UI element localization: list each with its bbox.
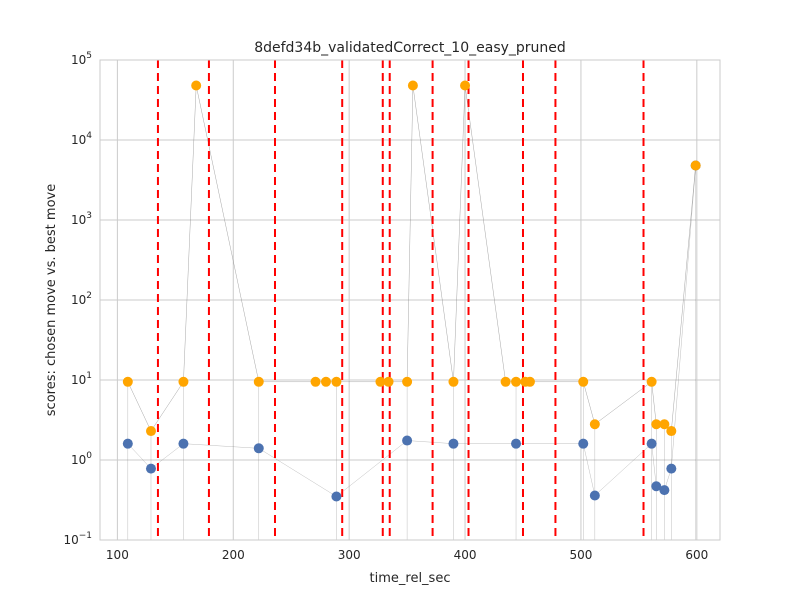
x-tick-label: 600 <box>685 548 708 562</box>
best-move-point <box>659 419 670 430</box>
x-tick-labels: 100 200 300 400 500 600 <box>106 548 708 562</box>
plot-frame <box>99 59 721 541</box>
y-tick-labels: 10−1 100 101 102 103 104 105 <box>63 51 92 547</box>
best-move-point <box>646 376 657 387</box>
best-move-point <box>383 376 394 387</box>
chosen-move-point <box>659 485 670 496</box>
best-move-point <box>402 376 413 387</box>
y-tick-label: 103 <box>71 211 92 227</box>
y-tick-label: 102 <box>71 291 92 307</box>
best-move-point <box>310 376 321 387</box>
best-move-point <box>331 376 342 387</box>
y-axis-label: scores: chosen move vs. best move <box>44 184 59 416</box>
y-tick-label: 101 <box>71 371 92 387</box>
chosen-move-point <box>253 443 264 454</box>
x-tick-label: 500 <box>569 548 592 562</box>
y-tick-label: 100 <box>71 451 92 467</box>
best-move-point <box>690 160 701 171</box>
vertical-markers <box>156 60 645 540</box>
best-move-point <box>178 376 189 387</box>
x-axis-label: time_rel_sec <box>370 571 451 586</box>
chosen-move-point <box>178 438 189 449</box>
best-move-point <box>524 376 535 387</box>
best-move-point <box>589 419 600 430</box>
best-move-point <box>375 376 386 387</box>
best-move-point <box>122 376 133 387</box>
x-tick-label: 200 <box>222 548 245 562</box>
chosen-move-point <box>578 438 589 449</box>
best-move-point <box>666 426 677 437</box>
best-move-point <box>253 376 264 387</box>
best-move-point <box>651 419 662 430</box>
best-move-point <box>511 376 522 387</box>
chosen-move-point <box>589 490 600 501</box>
x-tick-label: 400 <box>454 548 477 562</box>
best-move-point <box>407 80 418 91</box>
chosen-move-point <box>331 491 342 502</box>
chosen-move-point <box>122 438 133 449</box>
grid <box>100 59 720 541</box>
best-move-point <box>578 376 589 387</box>
chosen-move-point <box>651 481 662 492</box>
chart-title: 8defd34b_validatedCorrect_10_easy_pruned <box>254 40 566 56</box>
y-tick-label: 105 <box>71 51 92 67</box>
best-move-point <box>320 376 331 387</box>
chosen-move-point <box>145 463 156 474</box>
chosen-move-point <box>511 438 522 449</box>
best-move-point <box>145 426 156 437</box>
chosen-move-point <box>448 438 459 449</box>
y-tick-label: 10−1 <box>63 531 92 547</box>
best-move-point <box>191 80 202 91</box>
chosen-move-point <box>666 463 677 474</box>
best-move-point <box>460 80 471 91</box>
data-points <box>122 80 701 502</box>
x-tick-label: 100 <box>106 548 129 562</box>
best-move-point <box>448 376 459 387</box>
y-tick-label: 104 <box>71 131 92 147</box>
chosen-move-point <box>402 435 413 446</box>
x-tick-label: 300 <box>338 548 361 562</box>
best-move-point <box>500 376 511 387</box>
chosen-move-point <box>646 438 657 449</box>
